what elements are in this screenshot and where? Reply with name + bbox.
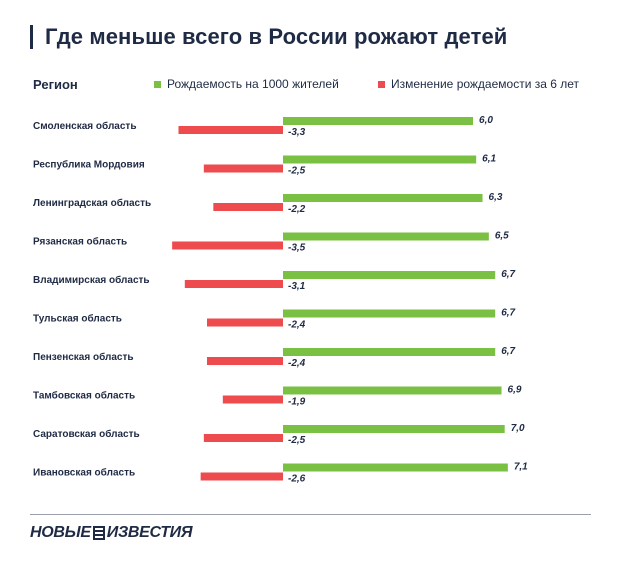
bar-birth-rate	[283, 386, 502, 395]
legend-label-birth-rate: Рождаемость на 1000 жителей	[167, 77, 339, 91]
value-label-birth-rate: 7,1	[514, 462, 528, 473]
value-label-change: -2,4	[288, 320, 306, 331]
value-label-birth-rate: 6,9	[508, 385, 522, 396]
legend-item-birth-rate: Рождаемость на 1000 жителей	[154, 77, 339, 91]
bar-change	[213, 203, 283, 211]
title-accent-bar	[30, 25, 33, 49]
category-header: Регион	[33, 77, 78, 92]
logo-text-right: ИЗВЕСТИЯ	[106, 524, 193, 541]
bar-change	[206, 318, 283, 327]
bar-change	[178, 126, 283, 134]
legend-label-change: Изменение рождаемости за 6 лет	[391, 77, 580, 91]
footer-divider	[30, 514, 591, 515]
category-label: Ивановская область	[33, 467, 135, 479]
category-label: Смоленская область	[33, 120, 136, 132]
bar-birth-rate	[283, 271, 496, 279]
category-label: Республика Мордовия	[33, 159, 145, 171]
bar-birth-rate	[283, 309, 496, 318]
bar-change	[203, 164, 283, 173]
chart-title: Где меньше всего в России рожают детей	[45, 24, 508, 49]
value-label-birth-rate: 6,0	[479, 115, 493, 126]
logo-mark-icon	[92, 526, 105, 540]
value-label-change: -3,3	[288, 127, 306, 138]
page-title: Где меньше всего в России рожают детей	[30, 24, 507, 50]
bar-change	[200, 472, 283, 481]
bar-change	[203, 434, 283, 442]
category-label: Пензенская область	[33, 351, 134, 363]
bar-birth-rate	[283, 232, 489, 241]
bar-change	[172, 241, 283, 250]
category-label: Саратовская область	[33, 428, 140, 440]
value-label-birth-rate: 6,3	[489, 192, 503, 203]
value-label-change: -1,9	[288, 397, 306, 408]
value-label-birth-rate: 6,7	[501, 308, 515, 319]
bar-birth-rate	[283, 348, 496, 356]
bar-birth-rate	[283, 425, 505, 433]
value-label-birth-rate: 6,5	[495, 231, 509, 242]
value-label-change: -2,5	[288, 166, 306, 177]
category-label: Ленинградская область	[33, 197, 151, 209]
value-label-birth-rate: 6,7	[501, 269, 515, 280]
value-label-change: -2,2	[288, 204, 306, 215]
logo-text-left: НОВЫЕ	[30, 524, 91, 541]
value-label-birth-rate: 6,7	[501, 346, 515, 357]
value-label-change: -3,1	[288, 281, 306, 292]
legend-item-change: Изменение рождаемости за 6 лет	[378, 77, 579, 91]
bar-change	[206, 357, 283, 365]
bar-change	[222, 395, 283, 404]
bar-birth-rate	[283, 194, 483, 202]
category-label: Тамбовская область	[33, 390, 135, 402]
value-label-change: -2,5	[288, 435, 306, 446]
category-label: Владимирская область	[33, 274, 150, 286]
value-label-birth-rate: 6,1	[482, 154, 496, 165]
category-label: Рязанская область	[33, 236, 127, 248]
bar-change	[184, 280, 283, 288]
category-label: Тульская область	[33, 313, 122, 325]
publisher-logo: НОВЫЕ ИЗВЕСТИЯ	[30, 523, 193, 543]
value-label-birth-rate: 7,0	[511, 423, 525, 434]
value-label-change: -2,6	[288, 474, 306, 485]
bar-birth-rate	[283, 117, 474, 125]
value-label-change: -3,5	[288, 243, 306, 254]
legend-swatch-green	[154, 80, 161, 88]
bar-birth-rate	[283, 155, 477, 164]
value-label-change: -2,4	[288, 358, 306, 369]
legend-swatch-red	[378, 80, 385, 88]
bar-birth-rate	[283, 463, 508, 472]
